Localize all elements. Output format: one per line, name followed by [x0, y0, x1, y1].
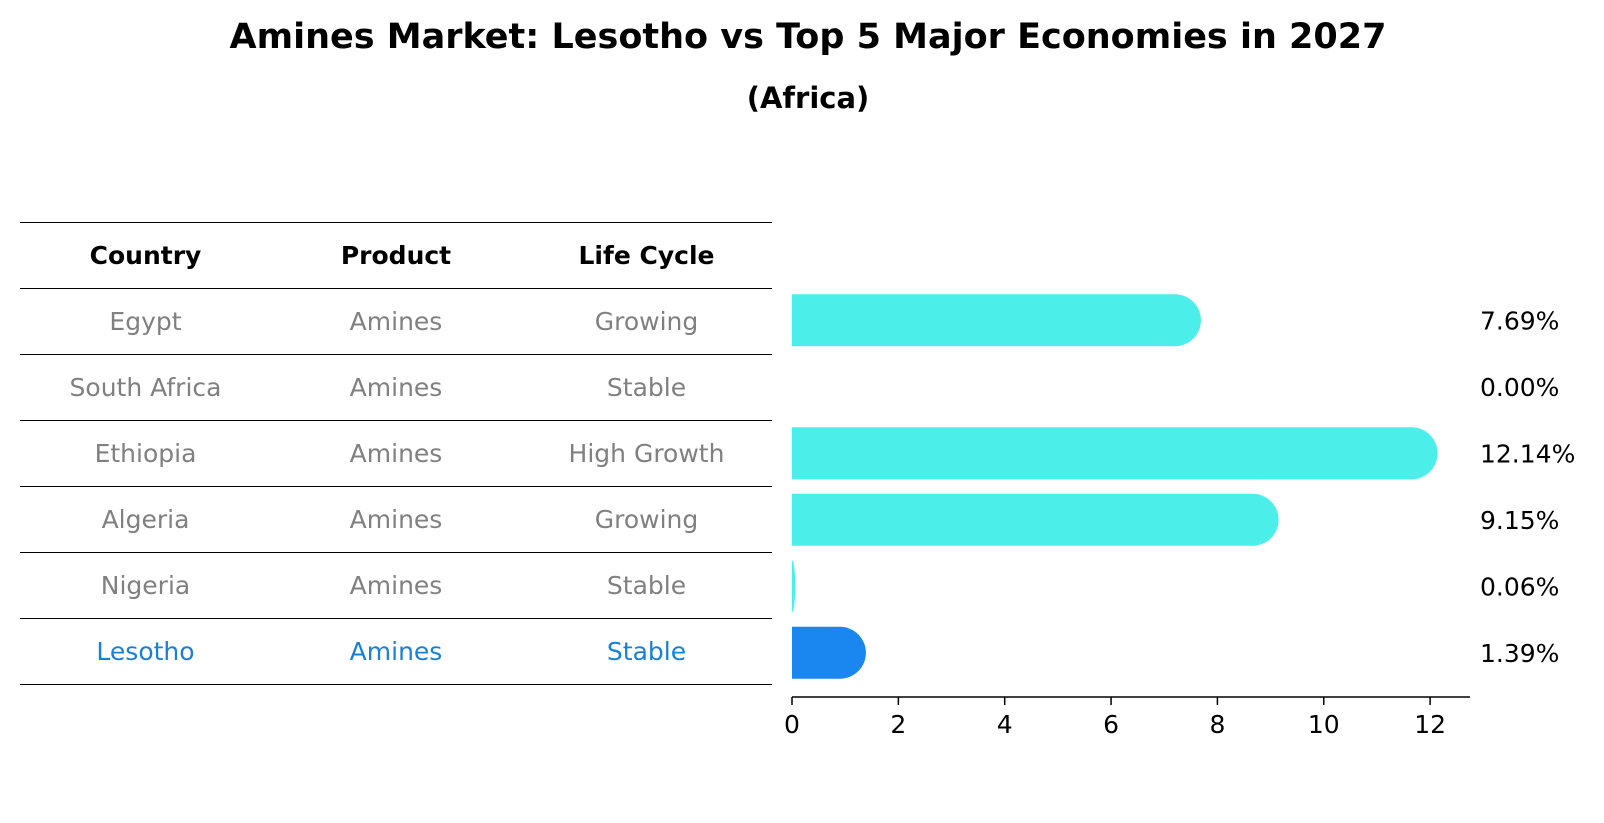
value-label: 0.00%: [1480, 373, 1559, 402]
cell-product: Amines: [271, 618, 521, 685]
x-tick-label: 8: [1209, 710, 1225, 739]
bar-nigeria: [792, 560, 796, 613]
header-product: Product: [271, 222, 521, 289]
table-row: South Africa Amines Stable: [20, 354, 772, 421]
value-label: 9.15%: [1480, 506, 1559, 535]
bar-lesotho: [792, 626, 866, 679]
cell-country: Egypt: [20, 288, 271, 355]
bar-ethiopia: [792, 427, 1438, 480]
cell-country: Algeria: [20, 486, 271, 553]
chart-subtitle: (Africa): [746, 81, 870, 115]
cell-country: Nigeria: [20, 552, 271, 619]
header-life-cycle: Life Cycle: [521, 222, 772, 289]
cell-country: Ethiopia: [20, 420, 271, 487]
cell-life-cycle: Stable: [521, 354, 772, 421]
cell-product: Amines: [271, 420, 521, 487]
x-tick-label: 0: [784, 710, 800, 739]
cell-product: Amines: [271, 288, 521, 355]
x-tick-label: 4: [997, 710, 1013, 739]
cell-product: Amines: [271, 486, 521, 553]
header-country: Country: [20, 222, 271, 289]
cell-product: Amines: [271, 552, 521, 619]
cell-product: Amines: [271, 354, 521, 421]
table-row: Egypt Amines Growing: [20, 288, 772, 355]
cell-life-cycle: Stable: [521, 552, 772, 619]
x-tick-label: 2: [890, 710, 906, 739]
table-row: Nigeria Amines Stable: [20, 552, 772, 619]
table-row: Algeria Amines Growing: [20, 486, 772, 553]
bar-algeria: [792, 493, 1279, 546]
bar-egypt: [792, 294, 1201, 347]
x-tick-label: 12: [1414, 710, 1446, 739]
table-row-highlight: Lesotho Amines Stable: [20, 618, 772, 685]
table-row: Ethiopia Amines High Growth: [20, 420, 772, 487]
cell-country: Lesotho: [20, 618, 271, 685]
x-tick-label: 6: [1103, 710, 1119, 739]
value-label: 1.39%: [1480, 639, 1559, 668]
bars-layer: [792, 294, 1438, 679]
value-label: 7.69%: [1480, 306, 1559, 335]
table-header-row: Country Product Life Cycle: [20, 222, 772, 289]
value-label: 12.14%: [1480, 439, 1575, 468]
cell-life-cycle: Stable: [521, 618, 772, 685]
cell-life-cycle: Growing: [521, 486, 772, 553]
cell-life-cycle: High Growth: [521, 420, 772, 487]
value-label: 0.06%: [1480, 572, 1559, 601]
chart-title: Amines Market: Lesotho vs Top 5 Major Ec…: [229, 17, 1387, 57]
x-axis: 0 2 4 6 8 10 12: [784, 696, 1470, 739]
data-table: Country Product Life Cycle Egypt Amines …: [20, 222, 772, 685]
cell-life-cycle: Growing: [521, 288, 772, 355]
x-tick-label: 10: [1308, 710, 1340, 739]
cell-country: South Africa: [20, 354, 271, 421]
value-labels-layer: 7.69% 0.00% 12.14% 9.15% 0.06% 1.39%: [1480, 306, 1575, 668]
